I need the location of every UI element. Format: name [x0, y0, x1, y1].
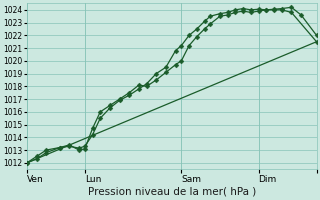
- X-axis label: Pression niveau de la mer( hPa ): Pression niveau de la mer( hPa ): [88, 187, 256, 197]
